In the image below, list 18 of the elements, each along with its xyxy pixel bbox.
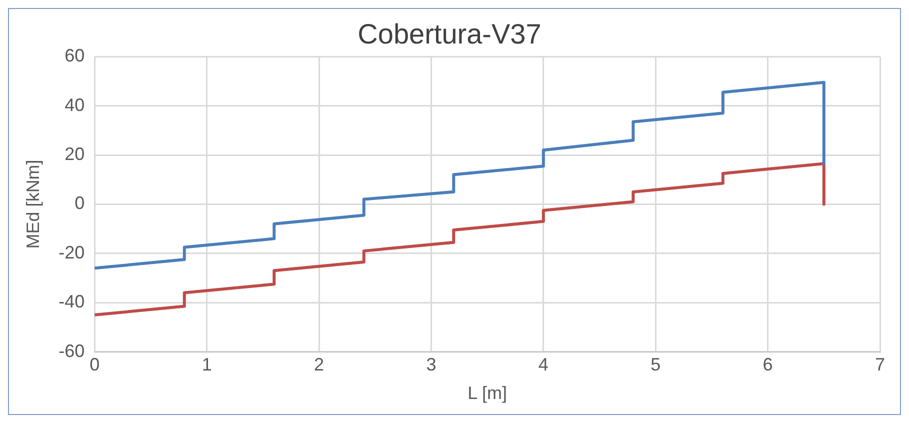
x-tick-label: 3 [426,354,436,375]
x-axis-title: L [m] [468,383,507,404]
x-tick-label: 5 [650,354,661,375]
y-tick-label: 0 [74,193,85,214]
x-tick-label: 0 [90,354,100,375]
x-tick-label: 4 [538,354,548,375]
x-tick-label: 7 [874,354,886,375]
chart-title: Cobertura-V37 [358,18,542,50]
y-tick-label: 20 [64,144,85,164]
y-tick-label: 60 [64,46,85,66]
x-tick-label: 2 [314,354,324,375]
y-tick-label: -20 [58,242,85,262]
y-tick-label: -60 [58,340,85,361]
y-axis-title: MEd [kNm] [22,160,43,249]
x-tick-label: 6 [762,354,773,375]
x-tick-label: 1 [202,354,212,375]
y-tick-label: 40 [64,94,85,115]
y-tick-label: -40 [58,292,85,312]
